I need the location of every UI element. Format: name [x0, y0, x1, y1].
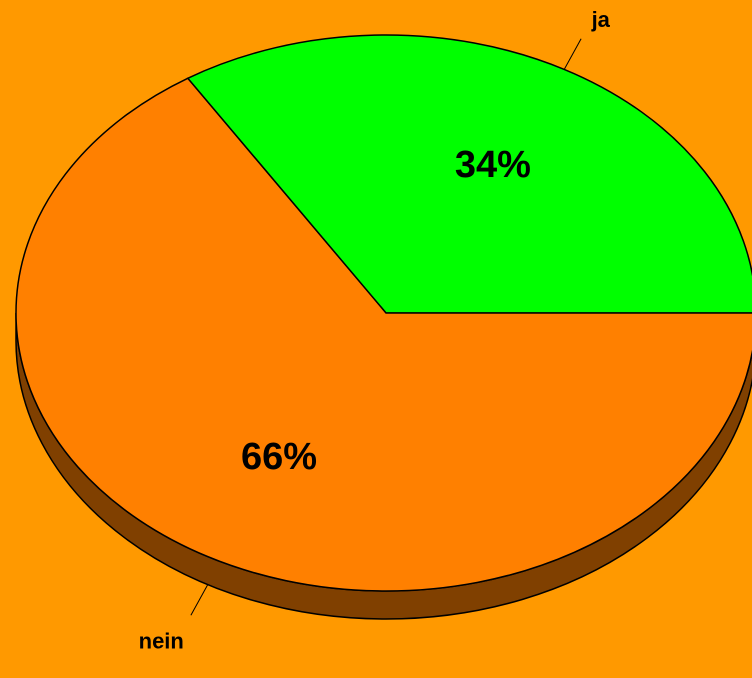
value-label: 34% [455, 144, 531, 186]
value-label: 66% [241, 436, 317, 478]
category-label: ja [591, 7, 611, 32]
pie-slice [15, 77, 752, 592]
leader-line [563, 38, 582, 70]
leader-line [190, 584, 209, 616]
category-label: nein [139, 629, 184, 654]
